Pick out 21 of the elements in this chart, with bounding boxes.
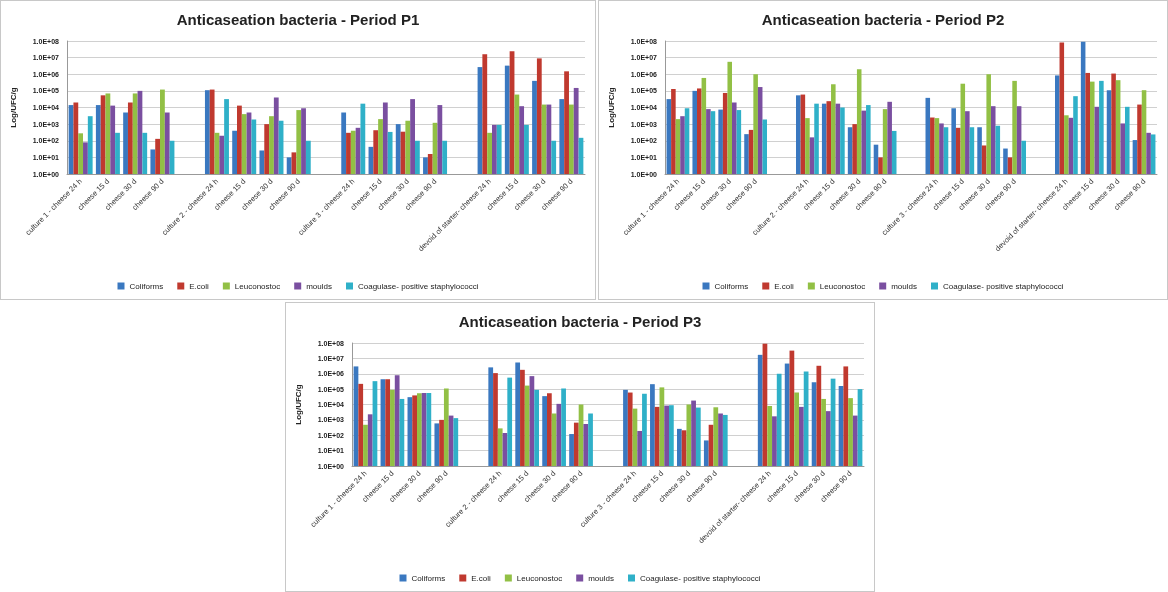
legend-label: Coagulase- positive staphylococci: [943, 281, 1064, 291]
y-axis-title: Log/UFC/g: [606, 87, 616, 128]
legend-label: E.coli: [189, 281, 210, 291]
legend-label: Leuconostoc: [234, 281, 281, 291]
legend-label: Coagulase- positive staphylococci: [640, 573, 761, 583]
legend-label: Leuconostoc: [819, 281, 866, 291]
legend-label: Coliforms: [411, 573, 446, 583]
legend-label: Coagulase- positive staphylococci: [358, 281, 479, 291]
legend-label: moulds: [891, 281, 917, 291]
y-axis-title: Log/UFC/g: [293, 384, 303, 425]
legend-label: E.coli: [774, 281, 795, 291]
chart-title: Anticaseation bacteria - Period P3: [458, 313, 702, 330]
legend-label: Leuconostoc: [516, 573, 563, 583]
legend-label: Coliforms: [714, 281, 749, 291]
legend-label: Coliforms: [129, 281, 164, 291]
legend-label: moulds: [306, 281, 332, 291]
legend-label: E.coli: [471, 573, 492, 583]
chart-title: Anticaseation bacteria - Period P2: [761, 11, 1005, 28]
y-axis-title: Log/UFC/g: [8, 87, 18, 128]
legend-label: moulds: [588, 573, 614, 583]
chart-title: Anticaseation bacteria - Period P1: [176, 11, 420, 28]
